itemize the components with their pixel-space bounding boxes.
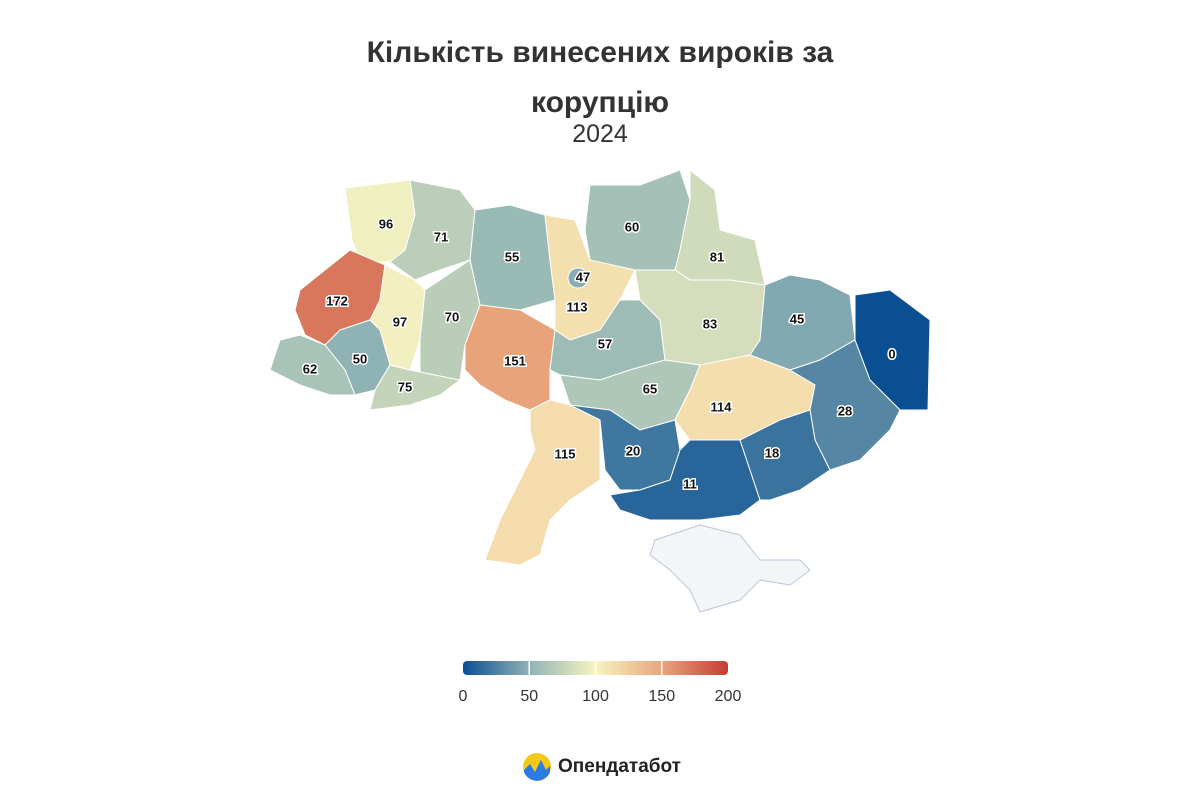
- labels: 96 71 55 113 47 60 81 172 97 70 50 62 75 151 57 83 45 0 11…: [301, 215, 897, 493]
- region-value: 45: [790, 311, 804, 326]
- region-value: 113: [567, 299, 588, 314]
- region-value: 55: [505, 249, 519, 264]
- region-value: 97: [393, 314, 407, 329]
- region-value: 96: [379, 216, 393, 231]
- colorbar-tick-label: 50: [520, 688, 538, 705]
- region-value: 57: [598, 336, 612, 351]
- region-value: 28: [838, 403, 852, 418]
- colorbar-tick-label: 100: [582, 688, 609, 705]
- region: [389, 179, 476, 281]
- region-value: 115: [555, 446, 576, 461]
- region: [788, 339, 901, 471]
- colorbar: 0 50 100 150 200: [459, 661, 742, 705]
- regions: [269, 168, 931, 613]
- region-value: 60: [625, 219, 639, 234]
- region-value: 11: [683, 476, 697, 491]
- region: [567, 267, 589, 289]
- region-value: 0: [888, 346, 895, 361]
- region-value: 75: [398, 379, 412, 394]
- region: [739, 409, 831, 501]
- region-value: 151: [504, 353, 526, 368]
- region-value: 50: [353, 351, 367, 366]
- region-value: 70: [445, 309, 459, 324]
- region: [269, 334, 356, 396]
- region: [369, 364, 462, 411]
- region-value: 65: [643, 381, 657, 396]
- region-value: 71: [434, 229, 448, 244]
- region-value: 47: [576, 269, 590, 284]
- region-value: 62: [303, 361, 317, 376]
- brand-name: Опендатабот: [558, 756, 681, 777]
- region: [484, 399, 601, 566]
- region-value: 20: [626, 443, 640, 458]
- chart-subtitle: 2024: [572, 120, 628, 148]
- crimea: [649, 524, 811, 613]
- colorbar-tick-label: 0: [459, 688, 468, 705]
- region-value: 172: [326, 293, 348, 308]
- region-value: 18: [765, 445, 779, 460]
- region-value: 114: [711, 399, 733, 414]
- colorbar-tick-label: 150: [648, 688, 675, 705]
- region: [674, 168, 766, 286]
- brand-logo-wave: [524, 760, 550, 781]
- region: [419, 259, 481, 381]
- region-value: 81: [710, 249, 724, 264]
- colorbar-tick-label: 200: [715, 688, 742, 705]
- region-value: 83: [703, 316, 717, 331]
- chart-title: Кількість винесених вироків за корупцію: [366, 36, 834, 119]
